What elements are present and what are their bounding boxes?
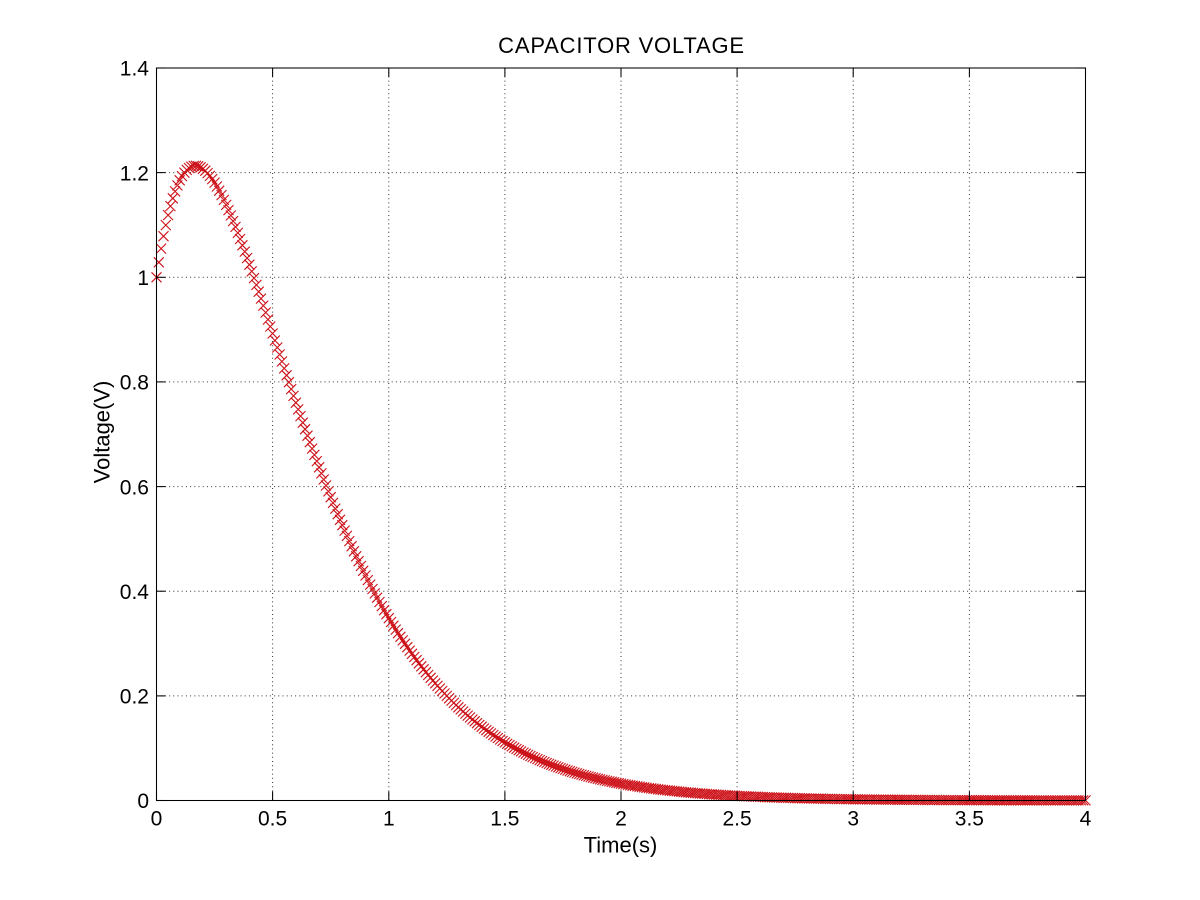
svg-text:CAPACITOR VOLTAGE: CAPACITOR VOLTAGE	[498, 33, 745, 58]
svg-text:4: 4	[1080, 808, 1092, 831]
svg-text:3.5: 3.5	[955, 808, 984, 831]
svg-text:1.4: 1.4	[120, 58, 150, 81]
svg-text:0: 0	[151, 808, 163, 831]
svg-text:0.4: 0.4	[120, 581, 150, 604]
svg-text:0.8: 0.8	[120, 372, 149, 395]
svg-text:1.5: 1.5	[490, 808, 519, 831]
svg-text:3: 3	[847, 808, 859, 831]
svg-text:Time(s): Time(s)	[584, 833, 658, 858]
svg-text:1.2: 1.2	[120, 162, 149, 185]
svg-text:0.2: 0.2	[120, 686, 149, 709]
svg-text:0.6: 0.6	[120, 476, 149, 499]
svg-text:2.5: 2.5	[722, 808, 751, 831]
svg-text:0.5: 0.5	[258, 808, 287, 831]
svg-text:1: 1	[137, 267, 149, 290]
svg-text:0: 0	[137, 790, 149, 813]
svg-text:1: 1	[383, 808, 395, 831]
svg-text:Voltage(V): Voltage(V)	[90, 381, 115, 484]
svg-text:2: 2	[615, 808, 627, 831]
